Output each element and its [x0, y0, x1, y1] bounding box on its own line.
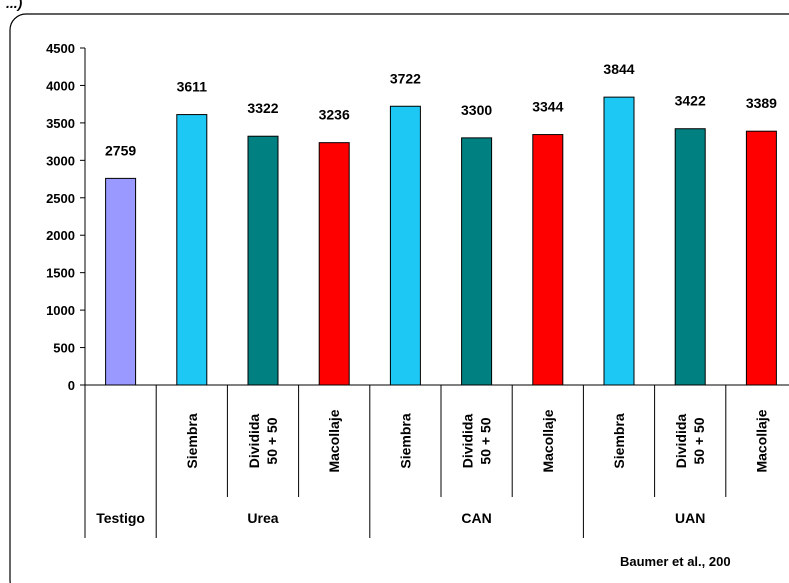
data-label: 3389	[746, 95, 777, 111]
x-category-label-line2: 50 + 50	[478, 417, 494, 464]
x-category-label: Siembra	[184, 413, 200, 468]
x-category-label-line2: 50 + 50	[691, 417, 707, 464]
header-fragment: ...)	[6, 0, 23, 11]
data-label: 3322	[247, 100, 278, 116]
x-group-label: Urea	[247, 510, 278, 526]
x-group-label: UAN	[675, 510, 705, 526]
x-category-label-line1: Dividida	[673, 414, 689, 469]
y-tick-label: 4000	[46, 78, 75, 93]
x-category-label: Macollaje	[540, 409, 556, 472]
data-label: 3722	[390, 70, 421, 86]
data-label: 3344	[532, 99, 563, 115]
bar	[318, 142, 350, 386]
plot-area: 0 500 1000 1500 2000 2500 3000 3500 4000 4500 2759…	[46, 41, 789, 538]
x-category-label: Macollaje	[326, 409, 342, 472]
data-label: 2759	[105, 142, 136, 158]
bar	[674, 128, 706, 386]
data-label: 3611	[177, 79, 208, 95]
x-group-label: CAN	[461, 510, 491, 526]
y-tick-label: 3000	[46, 153, 75, 168]
y-tick-label: 4500	[46, 41, 75, 56]
x-category-label-line1: Dividida	[246, 414, 262, 469]
x-category-label: Siembra	[611, 413, 627, 468]
chart-frame	[9, 13, 789, 583]
bar	[603, 96, 635, 386]
data-label: 3236	[319, 107, 350, 123]
y-tick-label: 3500	[46, 116, 75, 131]
data-label: 3300	[461, 102, 492, 118]
bar	[105, 177, 137, 386]
x-category-label-line2: 50 + 50	[264, 417, 280, 464]
y-tick-label: 500	[53, 341, 75, 356]
y-tick-label: 1500	[46, 266, 75, 281]
data-label: 3844	[603, 61, 634, 77]
bar	[745, 130, 777, 386]
source-annotation: Baumer et al., 200	[620, 554, 731, 569]
bar	[389, 105, 421, 386]
y-tick-label: 2500	[46, 191, 75, 206]
y-tick-label: 1000	[46, 303, 75, 318]
y-tick-label: 2000	[46, 228, 75, 243]
x-category-label: Macollaje	[753, 409, 769, 472]
x-category-label: Siembra	[397, 413, 413, 468]
bar	[176, 114, 208, 386]
x-group-label: Testigo	[96, 510, 145, 526]
bar	[461, 137, 493, 386]
y-tick-label: 0	[68, 378, 75, 393]
x-category-label-line1: Dividida	[460, 414, 476, 469]
bar	[247, 135, 279, 386]
data-label: 3422	[675, 93, 706, 109]
bar	[532, 134, 564, 386]
